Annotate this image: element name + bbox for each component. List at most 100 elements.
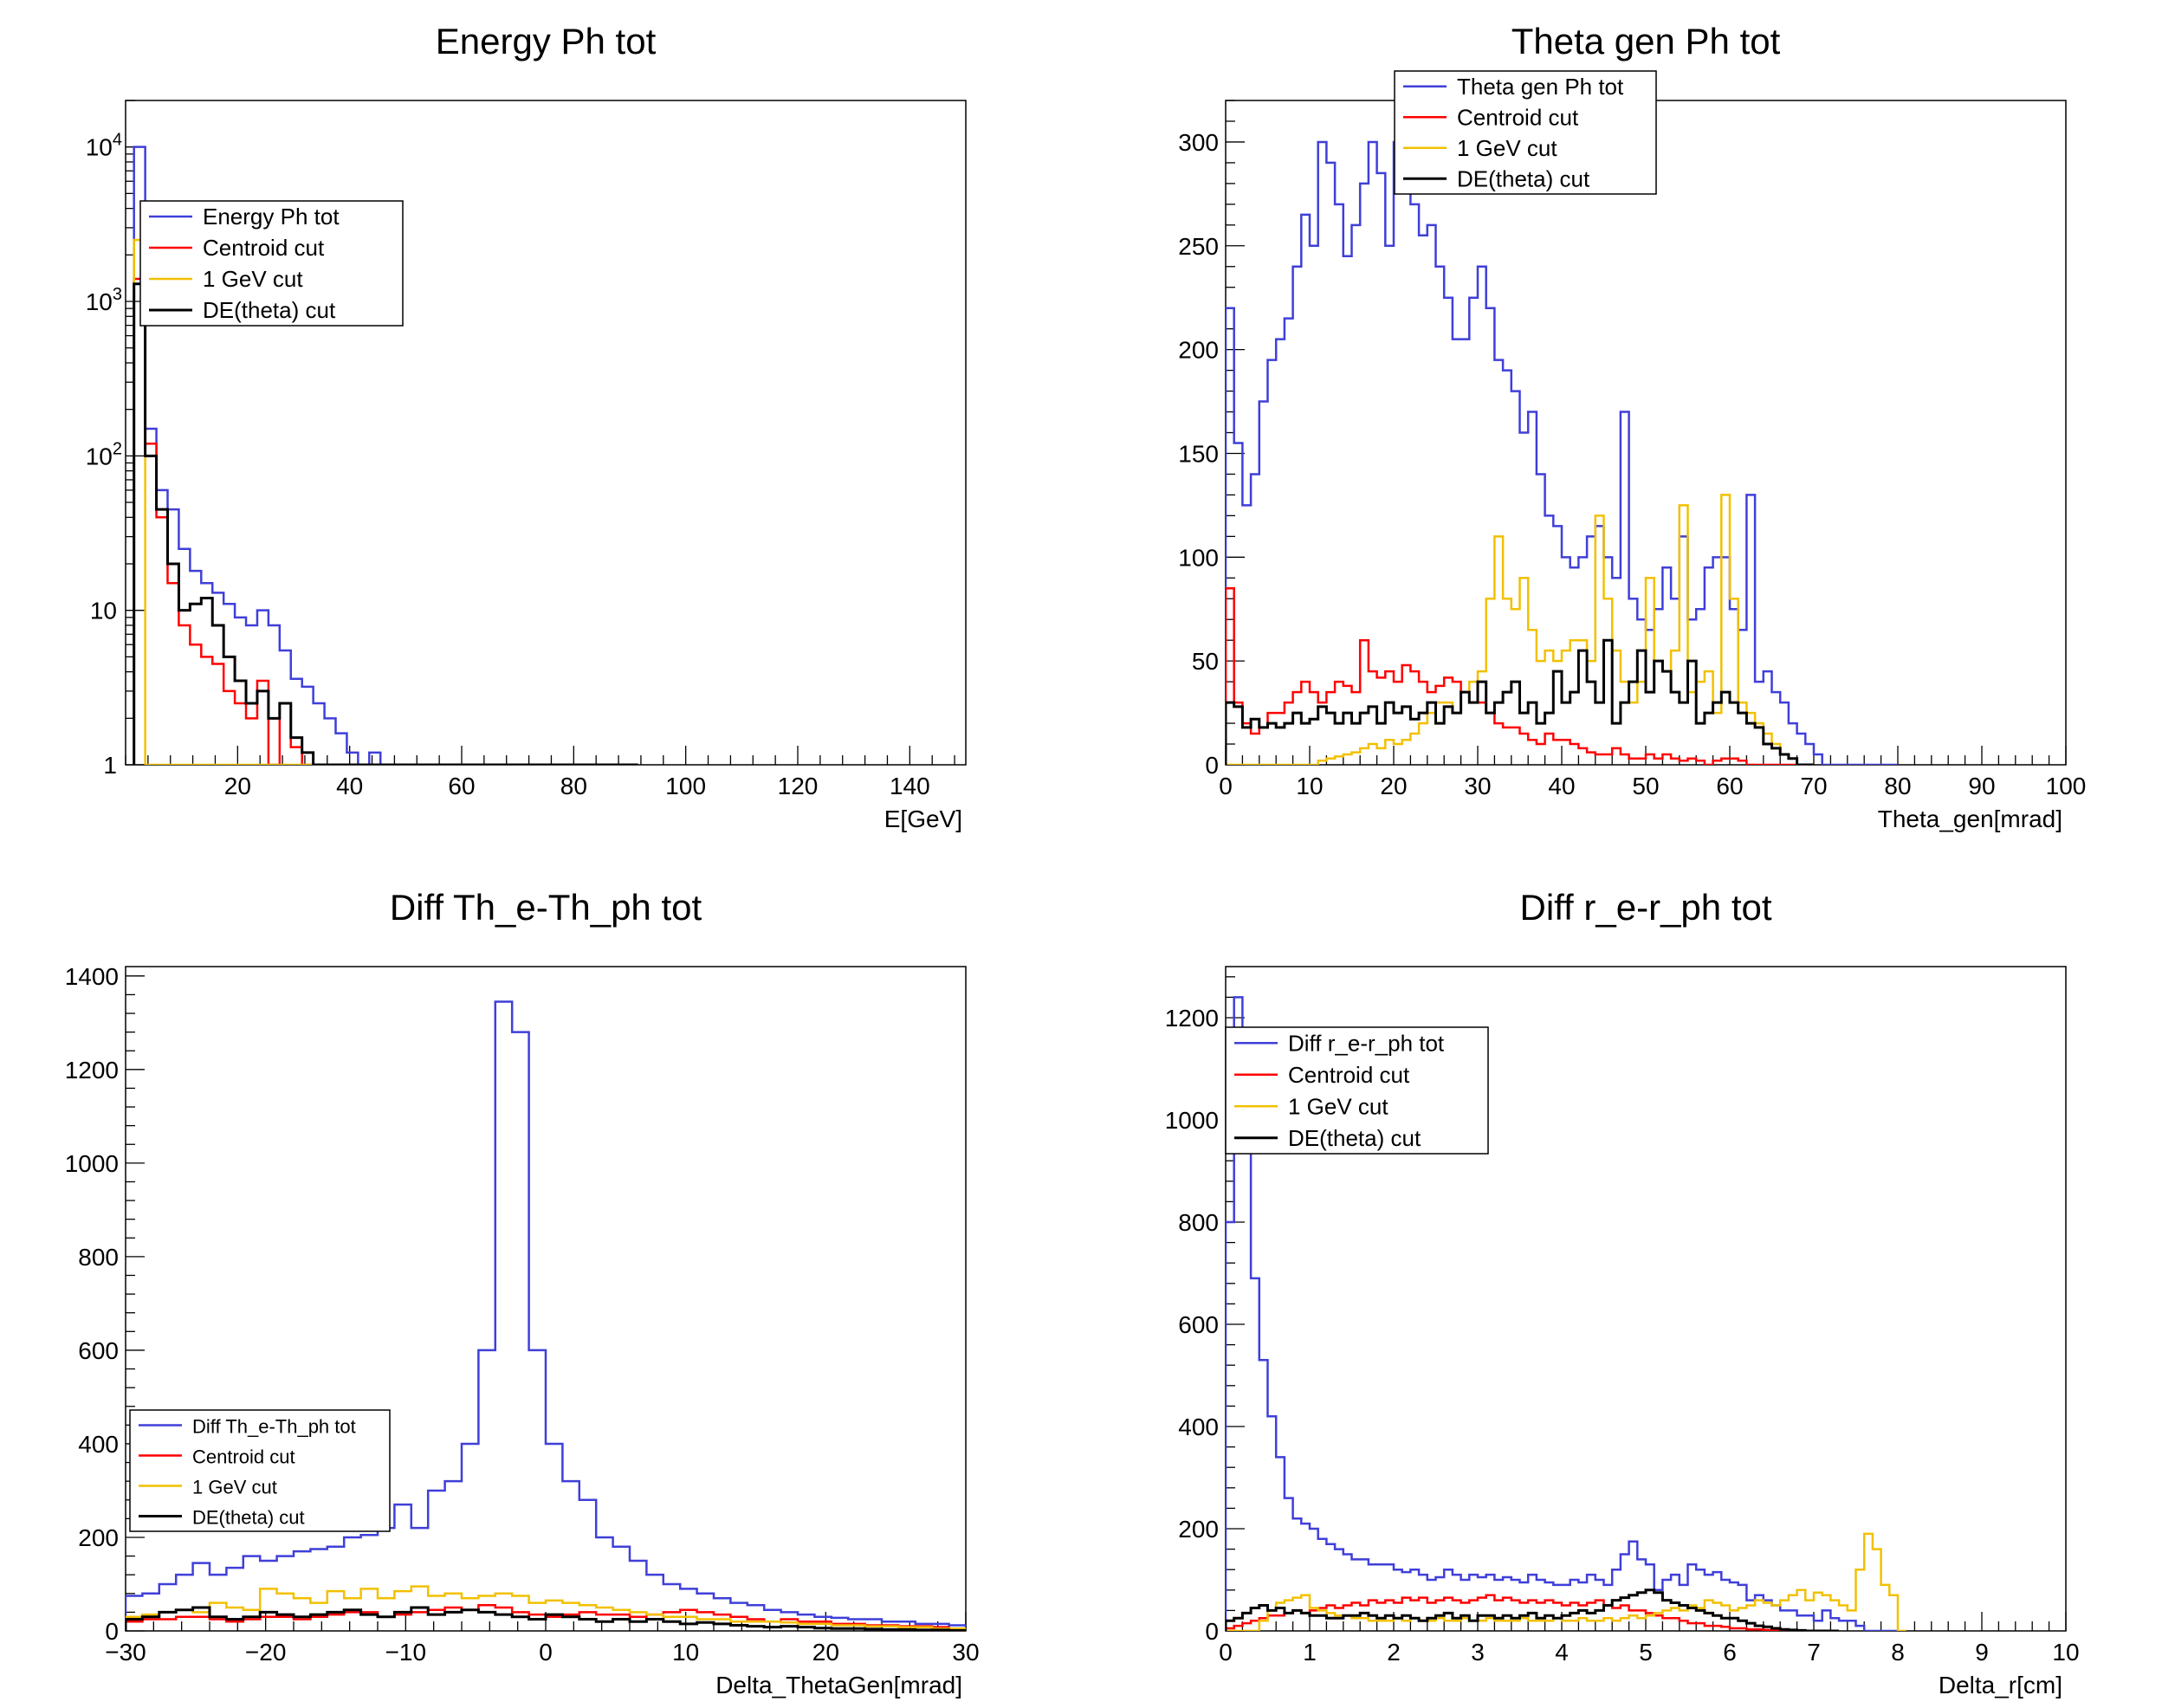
x-tick-label: 10	[672, 1639, 699, 1666]
series-line-1	[1226, 140, 1898, 765]
y-tick-label: 1	[103, 752, 117, 779]
x-tick-label: −20	[245, 1639, 287, 1666]
y-tick-label: 0	[1205, 1618, 1219, 1645]
y-tick-label: 300	[1178, 129, 1219, 156]
x-axis-label: Delta_r[cm]	[1939, 1672, 2062, 1698]
y-tick-label: 200	[78, 1524, 119, 1551]
series-line-1	[126, 1000, 966, 1631]
legend-label: Energy Ph tot	[203, 204, 340, 230]
y-tick-label: 400	[78, 1431, 119, 1458]
series-line-2	[133, 277, 638, 765]
x-tick-label: 40	[1548, 773, 1575, 799]
x-tick-label: 4	[1555, 1639, 1569, 1666]
y-tick-label: 600	[78, 1337, 119, 1364]
legend-label: DE(theta) cut	[1288, 1125, 1421, 1151]
x-axis-label: Theta_gen[mrad]	[1878, 805, 2062, 832]
x-axis: −30 −20 −10 0 10 20 30	[105, 1612, 980, 1666]
x-tick-label: 5	[1639, 1639, 1653, 1666]
legend-box	[129, 1409, 391, 1532]
legend-label: DE(theta) cut	[192, 1507, 305, 1529]
series-group	[1226, 140, 1898, 765]
y-tick-label: 200	[1178, 1516, 1219, 1543]
chart-title: Diff r_e-r_ph tot	[1519, 887, 1771, 928]
chart-title: Diff Th_e-Th_ph tot	[390, 887, 702, 928]
series-line-2	[1226, 1594, 1814, 1631]
x-axis: 0 1 2 3 4 5 6 7 8 9 10	[1219, 1612, 2080, 1666]
y-tick-label: 400	[1178, 1414, 1219, 1440]
x-tick-label: 10	[1296, 773, 1323, 799]
x-tick-label: 7	[1807, 1639, 1821, 1666]
y-tick-label: 0	[1205, 752, 1219, 779]
legend-label: 1 GeV cut	[203, 266, 303, 292]
x-tick-label: 80	[560, 773, 587, 799]
x-tick-label: 40	[336, 773, 363, 799]
y-tick-label: 103	[86, 285, 122, 315]
x-tick-label: 90	[1968, 773, 1995, 799]
legend-label: Centroid cut	[203, 235, 325, 261]
legend-box	[1225, 1026, 1489, 1155]
y-tick-label: 50	[1192, 648, 1219, 675]
series-line-4	[1226, 638, 1814, 765]
x-tick-label: 70	[1800, 773, 1827, 799]
y-tick-label: 10	[90, 598, 117, 624]
legend: Diff Th_e-Th_ph tot Centroid cut 1 GeV cut…	[129, 1409, 391, 1532]
x-tick-label: 30	[1464, 773, 1491, 799]
x-tick-label: 9	[1975, 1639, 1989, 1666]
y-tick-label: 250	[1178, 233, 1219, 260]
x-tick-label: 1	[1303, 1639, 1317, 1666]
x-tick-label: 0	[1219, 1639, 1233, 1666]
x-axis: 20 40 60 80 100 120 140	[125, 746, 955, 799]
legend-label: 1 GeV cut	[192, 1477, 277, 1498]
x-tick-label: 60	[448, 773, 475, 799]
x-tick-label: −10	[385, 1639, 427, 1666]
legend: Theta gen Ph tot Centroid cut 1 GeV cut DE(…	[1394, 70, 1657, 195]
y-tick-label: 200	[1178, 337, 1219, 364]
chart-panel-3: Diff Th_e-Th_ph tot −30 −20 −10 0 10 20 30 Delta…	[65, 887, 980, 1698]
legend-box	[139, 200, 404, 327]
x-tick-label: 80	[1884, 773, 1911, 799]
chart-title: Theta gen Ph tot	[1511, 21, 1781, 61]
y-tick-label: 0	[105, 1618, 119, 1645]
y-tick-label: 1000	[1165, 1107, 1219, 1134]
legend-label: Diff Th_e-Th_ph tot	[192, 1416, 356, 1438]
y-tick-label: 100	[1178, 544, 1219, 571]
x-tick-label: 60	[1716, 773, 1743, 799]
legend-box	[1394, 70, 1657, 195]
x-tick-label: 30	[952, 1639, 979, 1666]
x-tick-label: 100	[665, 773, 706, 799]
series-line-4	[133, 282, 638, 765]
x-tick-label: 8	[1891, 1639, 1905, 1666]
plot-frame	[125, 100, 967, 766]
x-axis-label: E[GeV]	[884, 805, 962, 832]
legend-label: DE(theta) cut	[1457, 165, 1590, 191]
series-line-3	[126, 1585, 966, 1631]
y-axis: 0 50 100 150 200 250 300	[1178, 100, 1245, 779]
legend-label: 1 GeV cut	[1457, 135, 1557, 161]
y-tick-label: 600	[1178, 1311, 1219, 1338]
x-tick-label: 20	[812, 1639, 839, 1666]
series-group	[1226, 996, 1906, 1631]
chart-panel-4: Diff r_e-r_ph tot 0 1 2 3 4 5 6 7 8 9 10 Delta_r[cm]…	[1165, 887, 2080, 1698]
legend-label: Centroid cut	[192, 1446, 295, 1468]
series-line-2	[1226, 587, 1814, 765]
y-tick-label: 102	[86, 439, 122, 469]
x-tick-label: 2	[1387, 1639, 1401, 1666]
x-tick-label: 6	[1723, 1639, 1737, 1666]
y-tick-label: 1400	[65, 963, 119, 990]
x-tick-label: 10	[2052, 1639, 2079, 1666]
y-tick-label: 1200	[65, 1057, 119, 1084]
x-tick-label: 0	[1219, 773, 1233, 799]
x-tick-label: 50	[1632, 773, 1659, 799]
y-tick-label: 800	[78, 1244, 119, 1271]
series-line-4	[1226, 1588, 1840, 1631]
x-tick-label: 20	[1380, 773, 1407, 799]
legend-label: Diff r_e-r_ph tot	[1288, 1030, 1445, 1056]
legend-label: DE(theta) cut	[203, 297, 336, 323]
y-tick-label: 150	[1178, 440, 1219, 467]
chart-title: Energy Ph tot	[436, 21, 657, 61]
y-axis: 0 200 400 600 800 1000 1200 1400	[65, 963, 145, 1645]
y-tick-label: 104	[86, 131, 122, 161]
series-group	[133, 146, 638, 765]
